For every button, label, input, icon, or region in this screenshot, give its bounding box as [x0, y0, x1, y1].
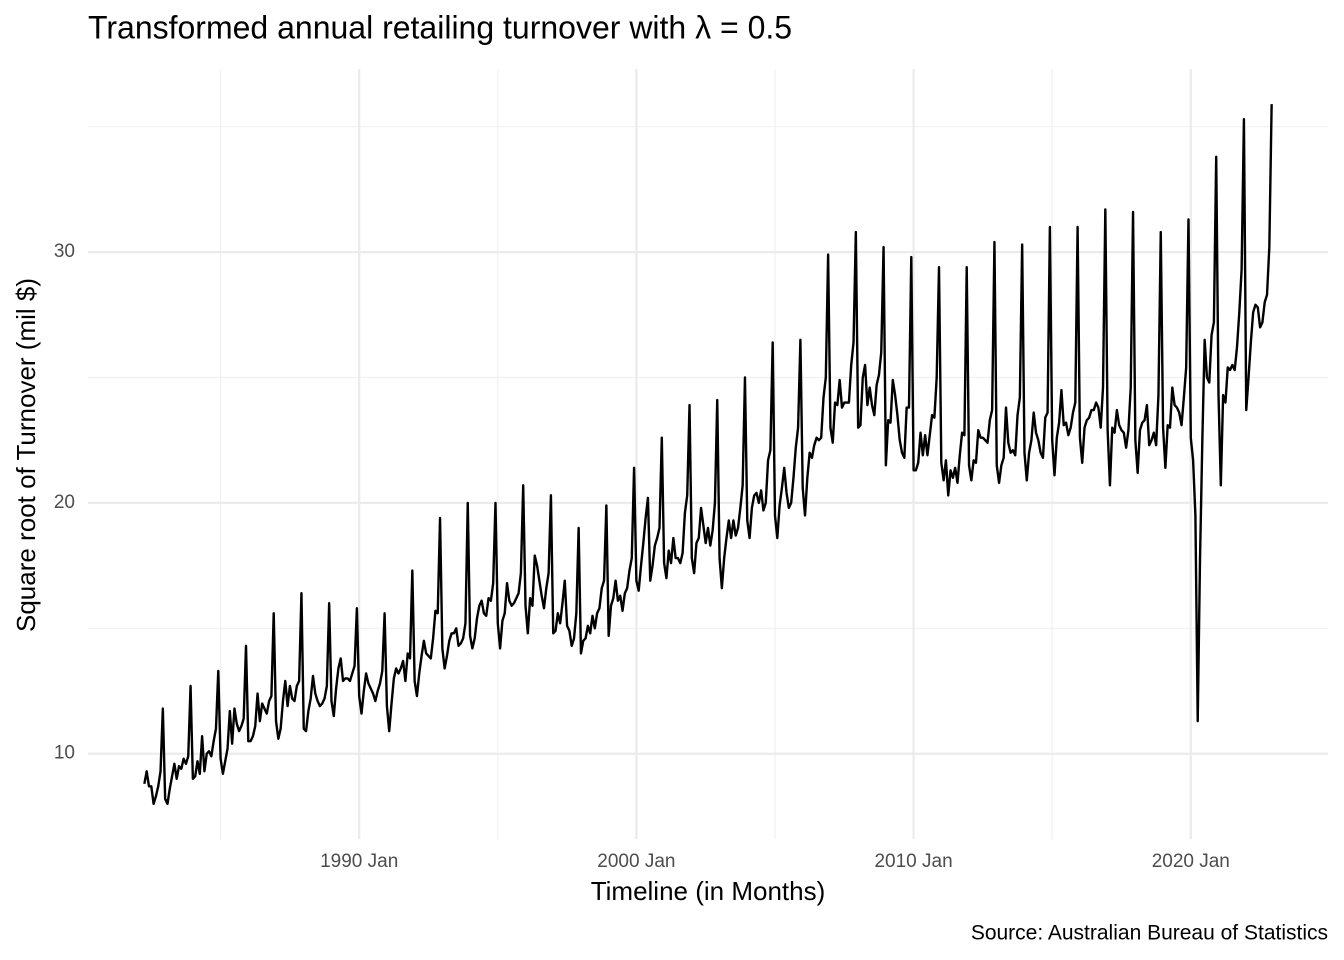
x-tick-label: 2010 Jan	[874, 851, 952, 872]
y-tick-label: 30	[54, 241, 75, 262]
x-tick-label: 2020 Jan	[1152, 851, 1230, 872]
chart-title: Transformed annual retailing turnover wi…	[88, 9, 792, 45]
y-tick-label: 20	[54, 492, 75, 513]
y-tick-label: 10	[54, 743, 75, 764]
y-axis-title: Square root of Turnover (mil $)	[11, 278, 41, 632]
x-axis-title: Timeline (in Months)	[591, 876, 826, 906]
x-tick-label: 1990 Jan	[320, 851, 398, 872]
x-tick-label: 2000 Jan	[597, 851, 675, 872]
data-line	[143, 104, 1273, 806]
plot-area	[143, 104, 1273, 806]
caption: Source: Australian Bureau of Statistics	[971, 922, 1328, 945]
